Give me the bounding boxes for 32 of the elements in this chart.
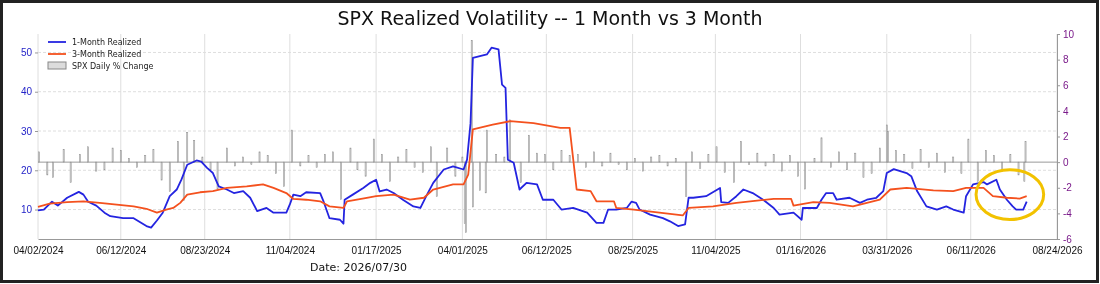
x-tick-label: 06/11/2026 bbox=[946, 245, 997, 257]
x-tick-label: 01/16/2026 bbox=[775, 245, 827, 257]
text: Date: 2026/07/30 bbox=[310, 261, 407, 274]
y-tick-label: 20 bbox=[20, 164, 33, 176]
y2-tick-label: 6 bbox=[1063, 79, 1069, 91]
y-tick-label: 50 bbox=[20, 47, 33, 59]
y2-tick-label: -6 bbox=[1063, 233, 1073, 245]
x-tick-label: 08/24/2026 bbox=[1032, 245, 1083, 257]
x-tick-label: 03/31/2026 bbox=[862, 245, 913, 257]
x-tick-label: 01/17/2025 bbox=[351, 245, 403, 257]
x-tick-label: 11/04/2024 bbox=[265, 245, 316, 257]
legend-label: 1-Month Realized bbox=[72, 38, 142, 47]
y2-tick-label: 2 bbox=[1063, 131, 1069, 143]
y2-tick-label: -2 bbox=[1063, 182, 1073, 194]
y2-tick-label: 4 bbox=[1063, 105, 1069, 117]
legend-label: SPX Daily % Change bbox=[72, 62, 154, 71]
x-tick-label: 11/04/2025 bbox=[691, 245, 741, 257]
y2-tick-label: -4 bbox=[1063, 208, 1073, 220]
legend-label: 3-Month Realized bbox=[72, 50, 142, 59]
x-tick-label: 08/25/2025 bbox=[608, 245, 659, 257]
y2-tick-label: 0 bbox=[1063, 156, 1069, 168]
x-tick-label: 08/23/2024 bbox=[180, 245, 231, 257]
x-tick-label: 06/12/2025 bbox=[521, 245, 573, 257]
x-tick-label: 06/12/2024 bbox=[96, 245, 147, 257]
x-tick-label: 04/02/2024 bbox=[13, 245, 64, 257]
y-tick-label: 10 bbox=[20, 204, 33, 216]
y2-tick-label: 8 bbox=[1063, 54, 1069, 66]
y2-tick-label: 10 bbox=[1063, 28, 1075, 40]
y-tick-label: 30 bbox=[20, 125, 33, 137]
chart-title: SPX Realized Volatility -- 1 Month vs 3 Month bbox=[337, 7, 763, 29]
x-tick-label: 04/01/2025 bbox=[437, 245, 489, 257]
y-tick-label: 40 bbox=[20, 86, 33, 98]
